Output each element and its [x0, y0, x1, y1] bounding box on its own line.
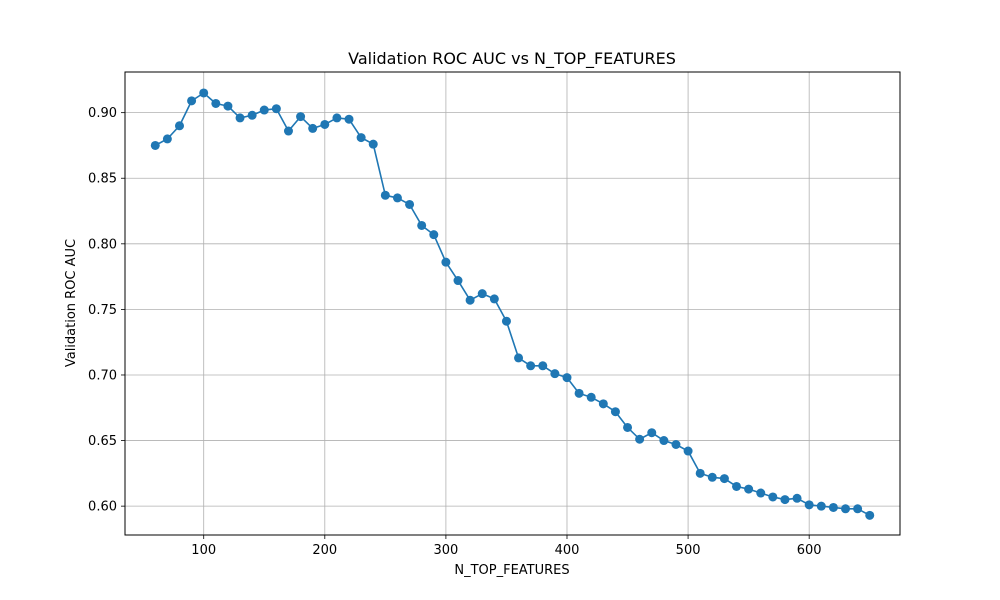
data-point: [465, 295, 475, 305]
x-tick-label: 400: [555, 543, 580, 558]
data-point: [816, 501, 826, 511]
data-point: [514, 353, 524, 363]
data-point: [683, 446, 693, 456]
data-point: [296, 112, 306, 122]
data-point: [223, 101, 233, 111]
data-point: [187, 96, 197, 106]
data-point: [744, 484, 754, 494]
data-point: [235, 113, 245, 123]
data-point: [792, 493, 802, 503]
data-point: [562, 373, 572, 383]
data-point: [526, 361, 536, 371]
y-axis: 0.60 0.65 0.70 0.75 0.80 0.85 0.90: [88, 106, 125, 515]
data-point: [174, 121, 184, 131]
x-tick-label: 100: [191, 543, 216, 558]
y-tick-label: 0.60: [88, 500, 117, 515]
data-point: [610, 407, 620, 417]
series-layer: [150, 88, 875, 520]
data-point: [671, 440, 681, 449]
data-point: [405, 199, 415, 209]
y-tick-label: 0.80: [88, 237, 117, 252]
y-tick-label: 0.75: [88, 303, 117, 318]
data-point: [865, 510, 875, 520]
data-point: [332, 113, 342, 123]
data-point: [453, 276, 463, 286]
data-point: [283, 126, 293, 136]
x-tick-label: 300: [433, 543, 458, 558]
y-tick-label: 0.90: [88, 106, 117, 121]
data-point: [804, 500, 814, 510]
data-point: [623, 422, 633, 432]
data-point: [853, 504, 863, 514]
data-point: [841, 504, 851, 514]
data-point: [271, 104, 281, 114]
data-point: [356, 133, 366, 143]
data-point: [586, 392, 596, 402]
data-point: [380, 190, 390, 200]
data-point: [768, 492, 778, 502]
data-point: [477, 289, 487, 299]
x-axis-label: N_TOP_FEATURES: [454, 563, 569, 578]
data-point: [199, 88, 209, 98]
data-point: [489, 294, 499, 304]
data-point: [695, 468, 705, 478]
data-point: [732, 481, 742, 491]
plot-frame: [124, 71, 901, 536]
data-point: [392, 193, 402, 203]
data-point: [417, 220, 427, 230]
y-tick-label: 0.70: [88, 368, 117, 383]
data-point: [320, 119, 330, 129]
y-tick-label: 0.85: [88, 172, 117, 187]
data-point: [756, 488, 766, 498]
data-point: [162, 134, 172, 144]
y-axis-label: Validation ROC AUC: [64, 239, 79, 367]
data-point: [598, 399, 608, 409]
data-point: [501, 316, 511, 326]
data-point: [308, 123, 318, 133]
data-point: [550, 369, 560, 379]
data-point: [574, 388, 584, 398]
data-point: [429, 230, 439, 240]
x-tick-label: 200: [312, 543, 337, 558]
data-point: [538, 361, 548, 371]
grid: [125, 72, 900, 535]
x-tick-label: 500: [676, 543, 701, 558]
data-point: [707, 472, 717, 482]
x-tick-label: 600: [797, 543, 822, 558]
data-point: [344, 114, 354, 124]
data-point: [368, 139, 378, 149]
data-point: [780, 495, 790, 505]
data-point: [247, 110, 257, 120]
data-point: [647, 428, 657, 438]
x-axis: 100 200 300 400 500 600: [191, 535, 822, 558]
y-tick-label: 0.65: [88, 434, 117, 449]
data-point: [211, 98, 221, 108]
data-point: [635, 434, 645, 444]
data-point: [441, 257, 451, 267]
data-point: [828, 502, 838, 512]
data-point: [659, 436, 669, 446]
data-point: [150, 140, 160, 150]
data-point: [719, 474, 729, 484]
data-point: [259, 105, 269, 115]
chart-title: Validation ROC AUC vs N_TOP_FEATURES: [348, 49, 676, 69]
